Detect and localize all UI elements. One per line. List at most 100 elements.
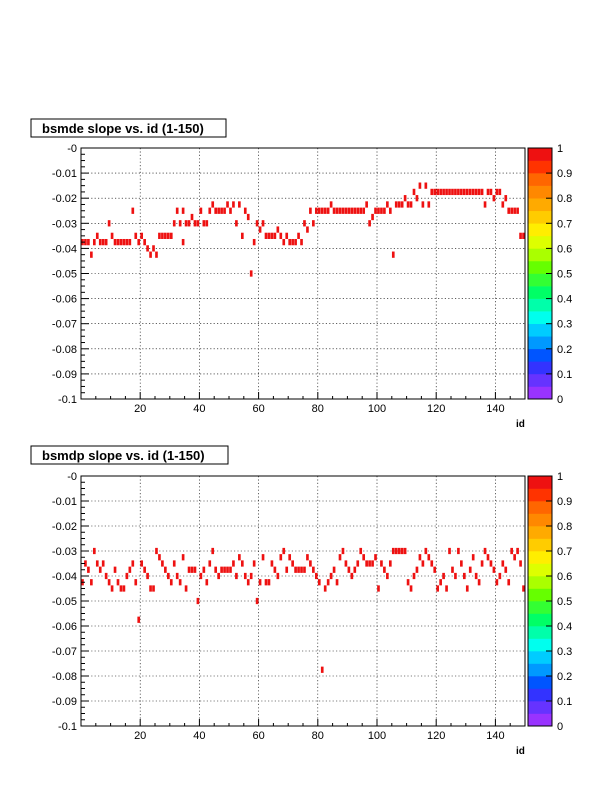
data-cell: [403, 195, 407, 202]
data-cell: [519, 232, 522, 239]
colorbar-tick-label: 0.8: [557, 521, 572, 533]
data-cell: [492, 566, 496, 573]
data-cell: [374, 207, 377, 214]
data-cell: [498, 572, 502, 580]
data-cell: [104, 572, 108, 580]
x-tick-label: 120: [427, 730, 445, 742]
y-tick-label: -0.04: [52, 243, 77, 255]
data-cell: [365, 201, 368, 208]
data-cell: [261, 554, 265, 561]
colorbar-segment: [528, 538, 552, 552]
data-cell: [507, 207, 511, 214]
data-cell: [303, 566, 306, 573]
chart-title-box: [30, 445, 229, 465]
data-cell: [134, 579, 138, 586]
x-tick-label: 20: [134, 730, 146, 742]
data-cell: [323, 585, 327, 592]
data-cell: [273, 232, 277, 239]
colorbar-segment: [528, 663, 552, 677]
data-cell: [418, 554, 422, 561]
data-cell: [513, 554, 516, 561]
colorbar-segment: [528, 588, 552, 602]
x-tick-label: 140: [486, 403, 504, 415]
data-cell: [169, 579, 173, 586]
data-cell: [495, 188, 499, 196]
data-cell: [184, 585, 188, 592]
colorbar-tick-label: 0.3: [557, 646, 572, 658]
data-cell: [306, 554, 309, 561]
data-cell: [294, 238, 297, 246]
data-cell: [409, 201, 413, 208]
data-cell: [172, 560, 176, 567]
colorbar-tick-label: 0.1: [557, 696, 572, 708]
colorbar-segment: [528, 210, 552, 224]
data-cell: [238, 554, 241, 561]
data-cell: [279, 554, 283, 561]
data-cell: [131, 560, 135, 567]
data-cell: [468, 188, 472, 196]
colorbar-segment: [528, 526, 552, 539]
data-cell: [279, 232, 283, 239]
y-tick-label: -0.05: [52, 269, 77, 281]
colorbar-segment: [528, 701, 552, 714]
data-cell: [365, 560, 368, 567]
data-cell: [223, 566, 226, 573]
colorbar-segment: [528, 173, 552, 186]
data-cell: [98, 238, 102, 246]
colorbar-segment: [528, 551, 552, 564]
colorbar-segment: [528, 626, 552, 639]
data-cell: [181, 207, 185, 214]
data-cell: [122, 585, 126, 592]
chart-panel-bsmdp: bsmdp slope vs. id (1-150) id 20 40 60 80 10…: [30, 445, 572, 757]
data-cell: [427, 554, 431, 561]
data-cell: [140, 560, 144, 567]
colorbar-segment: [528, 373, 552, 387]
data-cell: [223, 207, 226, 214]
data-cell: [220, 207, 223, 214]
data-cell: [323, 207, 327, 214]
data-cell: [122, 238, 126, 246]
data-cell: [388, 207, 392, 214]
data-cell: [181, 238, 185, 246]
x-tick-label: 60: [252, 730, 264, 742]
data-cell: [238, 201, 241, 208]
data-cell: [433, 566, 437, 573]
data-cell: [317, 207, 321, 214]
data-cell: [285, 566, 289, 573]
data-cell: [460, 188, 463, 196]
data-cell: [178, 220, 182, 227]
data-cell: [368, 220, 371, 227]
data-cell: [199, 572, 203, 580]
data-cell: [386, 572, 389, 580]
data-cell: [400, 547, 404, 555]
data-cell: [282, 238, 286, 246]
data-cell: [445, 585, 448, 592]
data-cell: [104, 238, 108, 246]
x-tick-label: 80: [312, 403, 324, 415]
data-cell: [294, 566, 297, 573]
data-cell: [193, 220, 197, 227]
data-cell: [264, 232, 268, 239]
data-cell: [359, 207, 363, 214]
colorbar-segment: [528, 676, 552, 689]
data-cell: [175, 572, 179, 580]
data-cell: [140, 232, 144, 239]
data-cell: [246, 579, 250, 586]
data-cell: [406, 579, 410, 586]
data-cell: [116, 238, 120, 246]
data-cell: [430, 188, 434, 196]
data-cell: [240, 560, 244, 567]
data-cell: [137, 238, 141, 246]
data-cell: [394, 547, 398, 555]
data-cell: [397, 201, 401, 208]
colorbar-segment: [528, 386, 552, 400]
data-cell: [465, 585, 469, 592]
data-cell: [258, 579, 262, 586]
data-cell: [335, 579, 339, 586]
data-cell: [235, 572, 238, 580]
data-cell: [208, 560, 212, 567]
x-tick-label: 40: [193, 730, 205, 742]
data-cell: [164, 232, 167, 239]
data-cell: [403, 547, 407, 555]
data-cell: [172, 220, 176, 227]
